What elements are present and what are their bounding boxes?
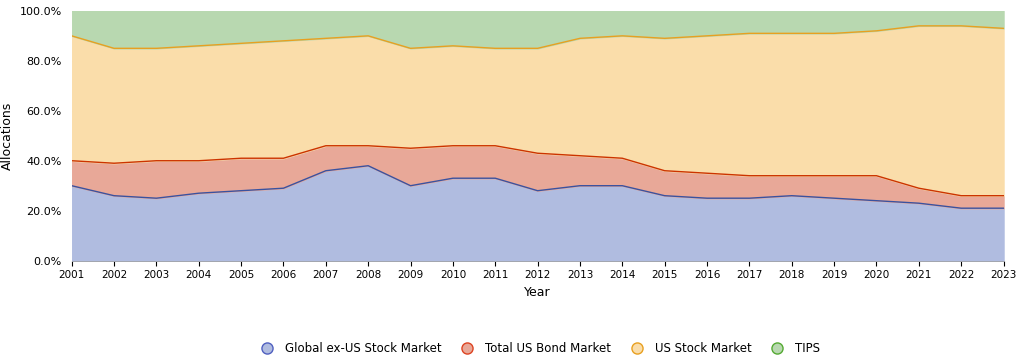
Y-axis label: Allocations: Allocations bbox=[1, 102, 14, 170]
X-axis label: Year: Year bbox=[524, 286, 551, 299]
Legend: Global ex-US Stock Market, Total US Bond Market, US Stock Market, TIPS: Global ex-US Stock Market, Total US Bond… bbox=[251, 337, 824, 359]
